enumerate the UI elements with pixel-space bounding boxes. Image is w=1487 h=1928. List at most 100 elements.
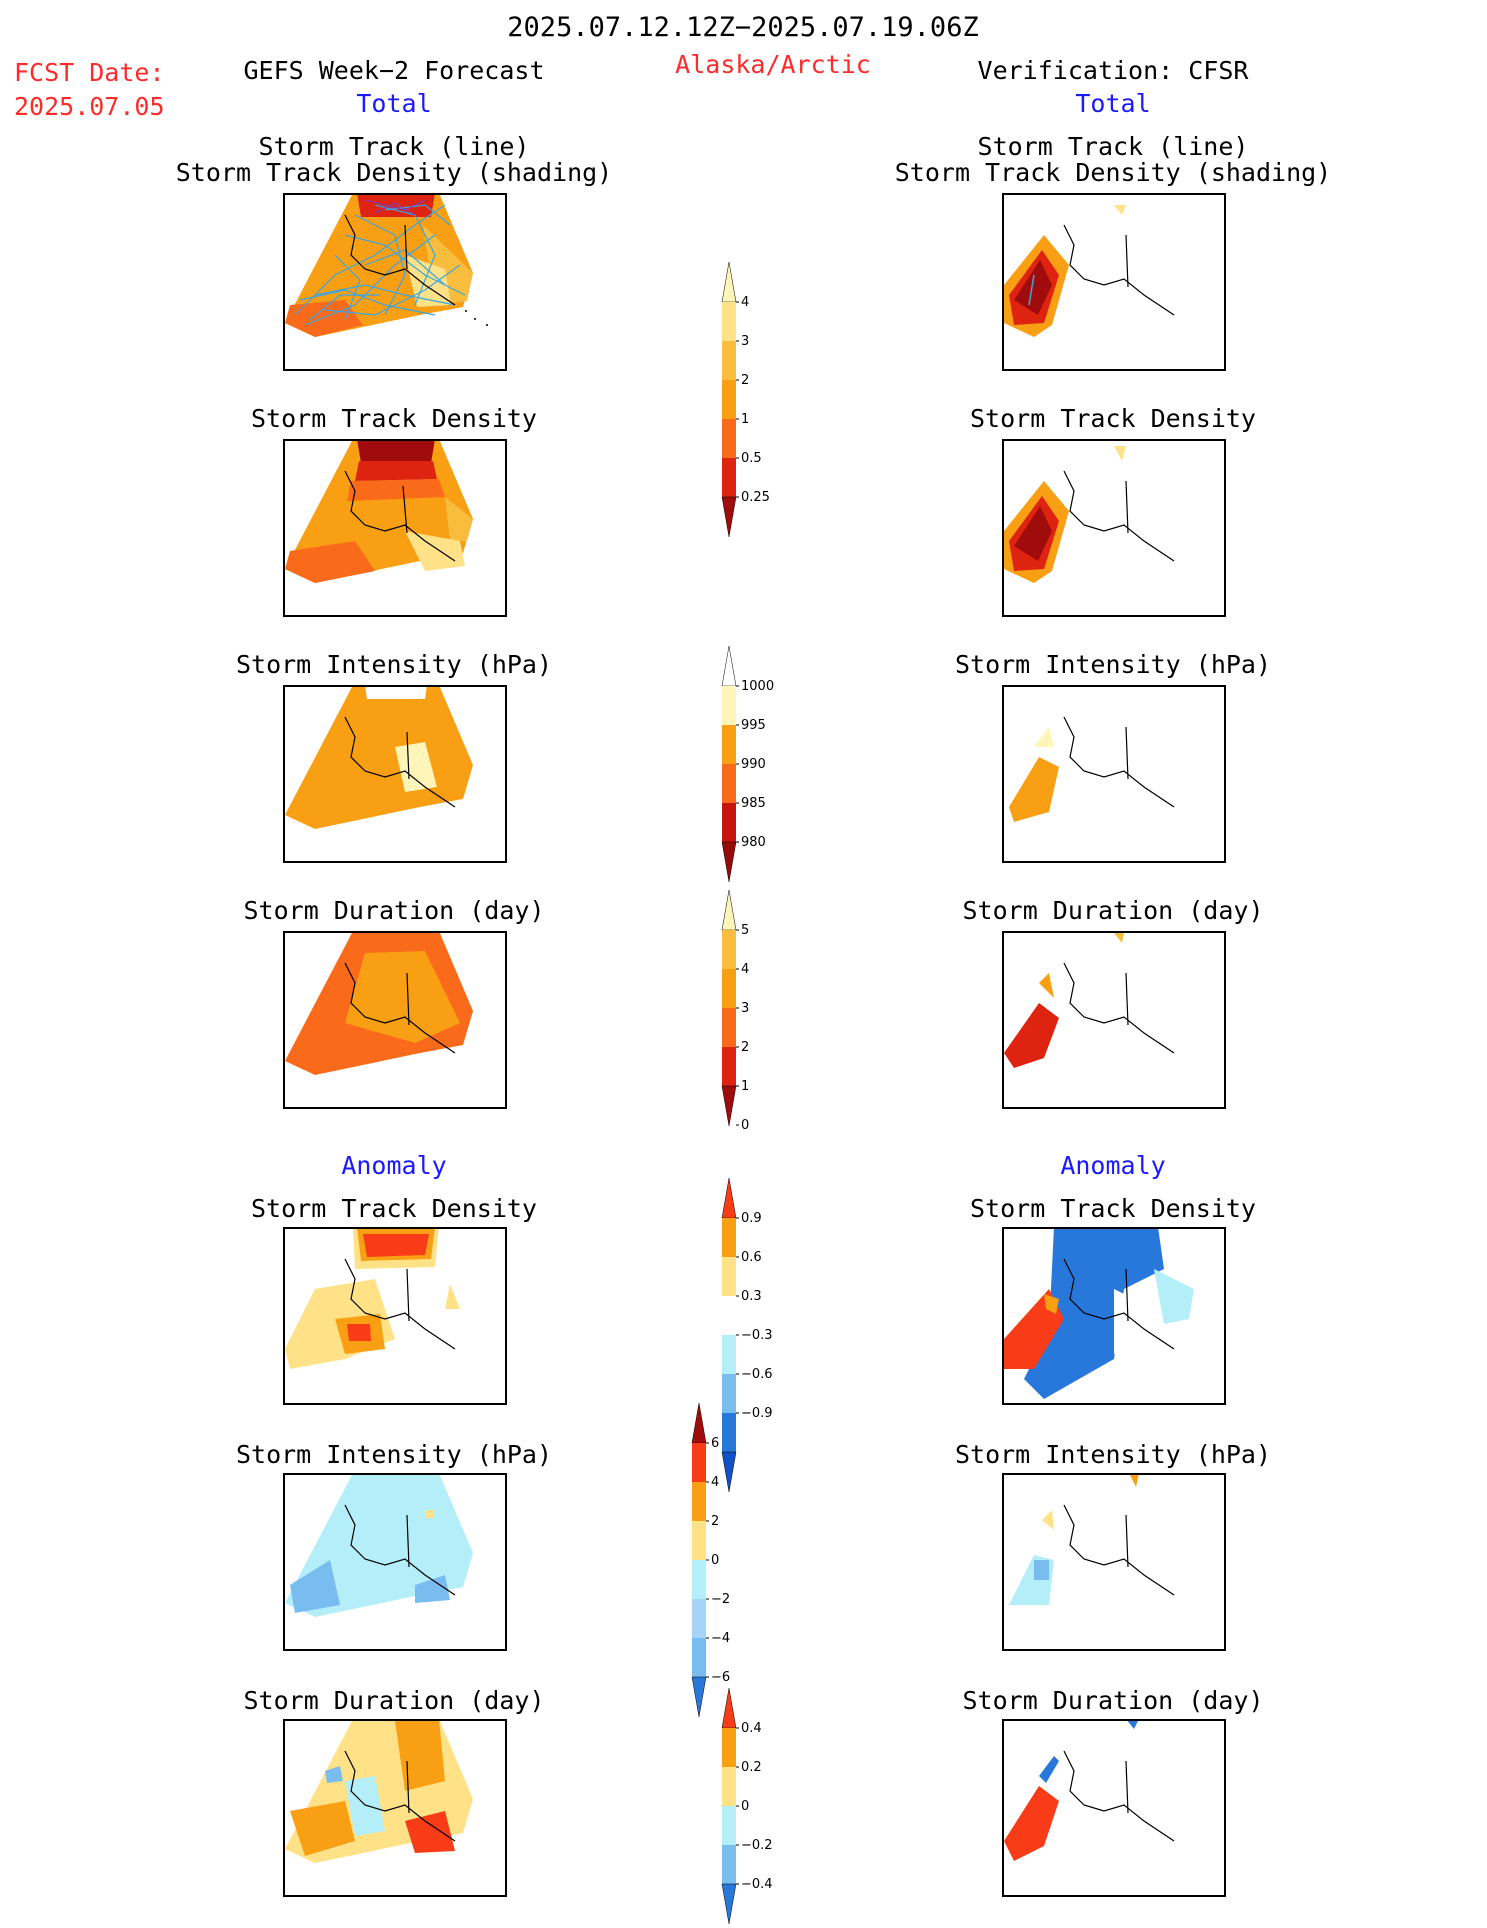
- left-track-line-title: Storm Track (line): [258, 132, 530, 161]
- colorbar-tick-label: 0: [711, 1553, 719, 1568]
- colorbar-tick-label: 3: [741, 1001, 749, 1016]
- right-track-line-map: [1002, 193, 1226, 371]
- colorbar-bottom-tip: [721, 1085, 737, 1127]
- colorbar-segment: [722, 1218, 736, 1257]
- right-track-shading-title: Storm Track Density (shading): [894, 158, 1332, 187]
- left-column-title: GEFS Week−2 Forecast: [243, 56, 545, 85]
- colorbar-tick-label: 4: [711, 1475, 719, 1490]
- right-intensity-title: Storm Intensity (hPa): [954, 650, 1272, 679]
- colorbar-tick-label: 980: [741, 835, 766, 850]
- colorbar-top-tip: [691, 1402, 707, 1444]
- colorbar-tick-label: 0: [741, 1118, 749, 1133]
- colorbar-top-tip: [721, 889, 737, 931]
- right-track-line-title: Storm Track (line): [977, 132, 1249, 161]
- right-anom-duration-map: [1002, 1719, 1226, 1897]
- left-total-label: Total: [356, 89, 432, 118]
- colorbar-top-tip: [721, 1687, 737, 1729]
- colorbar-tick-label: 0.25: [741, 490, 770, 505]
- fcst-date-value: 2025.07.05: [14, 92, 165, 121]
- colorbar-segment: [722, 686, 736, 725]
- left-duration-title: Storm Duration (day): [243, 896, 545, 925]
- colorbar-top-tip: [721, 261, 737, 303]
- colorbar-tick-label: 990: [741, 757, 766, 772]
- colorbar-tick-label: 2: [741, 373, 749, 388]
- left-anom-intensity-title: Storm Intensity (hPa): [235, 1440, 553, 1469]
- colorbar-tick-label: 2: [711, 1514, 719, 1529]
- colorbar-track-density: 4 3 2 1 0.5 0.25: [721, 261, 792, 541]
- colorbar-tick-label: −0.9: [741, 1406, 773, 1421]
- colorbar-tick-label: −0.2: [741, 1838, 773, 1853]
- colorbar-segment: [722, 341, 736, 380]
- right-anom-density-map: [1002, 1227, 1226, 1405]
- colorbar-tick-label: 0: [741, 1799, 749, 1814]
- right-density-map: [1002, 439, 1226, 617]
- period-title: 2025.07.12.12Z−2025.07.19.06Z: [507, 12, 979, 43]
- right-anom-intensity-title: Storm Intensity (hPa): [954, 1440, 1272, 1469]
- fcst-date-label: FCST Date:: [14, 58, 165, 87]
- colorbar-tick-label: 1: [741, 1079, 749, 1094]
- colorbar-anom-duration: 0.4 0.2 0 −0.2 −0.4: [721, 1687, 792, 1928]
- colorbar-segment: [722, 1008, 736, 1047]
- colorbar-tick-label: 0.4: [741, 1721, 762, 1736]
- left-anom-intensity-map: [283, 1473, 507, 1651]
- right-anom-intensity-map: [1002, 1473, 1226, 1651]
- colorbar-tick-label: 1: [741, 412, 749, 427]
- colorbar-segment: [692, 1599, 706, 1638]
- colorbar-segment: [722, 1374, 736, 1413]
- left-density-title: Storm Track Density: [251, 404, 537, 433]
- colorbar-segment: [722, 725, 736, 764]
- colorbar-bottom-tip: [691, 1676, 707, 1718]
- colorbar-tick-label: 0.5: [741, 451, 762, 466]
- colorbar-segment: [722, 1806, 736, 1845]
- right-anom-duration-title: Storm Duration (day): [962, 1686, 1264, 1715]
- colorbar-segment: [722, 380, 736, 419]
- colorbar-bottom-tip: [721, 1883, 737, 1925]
- colorbar-intensity: 1000 995 990 985 980: [721, 645, 792, 886]
- colorbar-segment: [692, 1443, 706, 1482]
- colorbar-segment: [722, 458, 736, 497]
- left-anom-density-title: Storm Track Density: [251, 1194, 537, 1223]
- right-column-title: Verification: CFSR: [977, 56, 1249, 85]
- colorbar-segment: [722, 1413, 736, 1452]
- right-duration-title: Storm Duration (day): [962, 896, 1264, 925]
- colorbar-segment: [722, 302, 736, 341]
- colorbar-svg: 6 4 2 0 −2 −4 −6: [691, 1402, 730, 1718]
- colorbar-tick-label: 995: [741, 718, 766, 733]
- colorbar-segment: [722, 1296, 736, 1335]
- colorbar-duration: 5 4 3 2 1 0: [721, 889, 792, 1133]
- colorbar-segment: [722, 1047, 736, 1086]
- colorbar-tick-label: 4: [741, 962, 749, 977]
- colorbar-svg: 0.9 0.6 0.3 −0.3 −0.6 −0.9: [721, 1177, 773, 1493]
- colorbar-bottom-tip: [721, 496, 737, 538]
- colorbar-tick-label: 5: [741, 923, 749, 938]
- left-anomaly-label: Anomaly: [341, 1151, 447, 1180]
- colorbar-bottom-tip: [721, 1451, 737, 1493]
- colorbar-svg: 5 4 3 2 1 0: [721, 889, 749, 1133]
- colorbar-segment: [692, 1521, 706, 1560]
- colorbar-tick-label: −6: [711, 1670, 730, 1685]
- colorbar-tick-label: 0.2: [741, 1760, 762, 1775]
- colorbar-anom-intensity: 6 4 2 0 −2 −4 −6: [691, 1402, 762, 1721]
- colorbar-tick-label: 0.3: [741, 1289, 762, 1304]
- left-track-line-map: [283, 193, 507, 371]
- colorbar-tick-label: 3: [741, 334, 749, 349]
- colorbar-tick-label: 0.9: [741, 1211, 762, 1226]
- colorbar-segment: [722, 1728, 736, 1767]
- colorbar-tick-label: −0.6: [741, 1367, 773, 1382]
- left-density-map: [283, 439, 507, 617]
- colorbar-tick-label: 0.6: [741, 1250, 762, 1265]
- colorbar-segment: [722, 1335, 736, 1374]
- colorbar-segment: [692, 1482, 706, 1521]
- left-anom-density-map: [283, 1227, 507, 1405]
- left-anom-duration-title: Storm Duration (day): [243, 1686, 545, 1715]
- right-anom-density-title: Storm Track Density: [970, 1194, 1256, 1223]
- colorbar-segment: [722, 764, 736, 803]
- colorbar-tick-label: −0.4: [741, 1877, 773, 1892]
- colorbar-tick-label: 1000: [741, 679, 774, 694]
- right-density-title: Storm Track Density: [970, 404, 1256, 433]
- right-intensity-map: [1002, 685, 1226, 863]
- left-intensity-title: Storm Intensity (hPa): [235, 650, 553, 679]
- colorbar-tick-label: −4: [711, 1631, 730, 1646]
- colorbar-segment: [722, 1845, 736, 1884]
- left-track-shading-title: Storm Track Density (shading): [175, 158, 613, 187]
